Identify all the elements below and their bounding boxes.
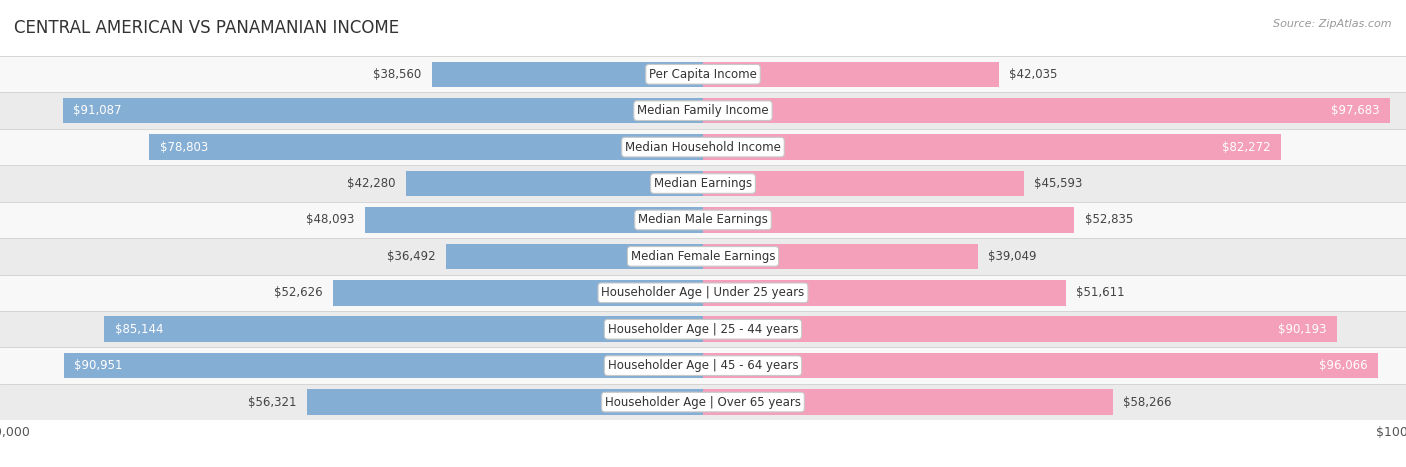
Bar — [0, 165, 1406, 202]
Bar — [0, 202, 1406, 238]
Bar — [104, 317, 703, 342]
Text: $42,280: $42,280 — [347, 177, 395, 190]
Bar — [0, 129, 1406, 165]
Text: $58,266: $58,266 — [1123, 396, 1171, 409]
Bar — [0, 238, 1406, 275]
Text: $39,049: $39,049 — [988, 250, 1036, 263]
Text: $42,035: $42,035 — [1010, 68, 1057, 81]
Text: Householder Age | 45 - 64 years: Householder Age | 45 - 64 years — [607, 359, 799, 372]
Bar — [0, 347, 1406, 384]
Text: $38,560: $38,560 — [373, 68, 422, 81]
Bar — [432, 62, 703, 87]
Text: $36,492: $36,492 — [387, 250, 436, 263]
Bar — [307, 389, 703, 415]
Bar — [703, 317, 1337, 342]
Text: $56,321: $56,321 — [247, 396, 297, 409]
Text: Median Household Income: Median Household Income — [626, 141, 780, 154]
Text: $90,951: $90,951 — [75, 359, 122, 372]
Bar — [366, 207, 703, 233]
Bar — [0, 275, 1406, 311]
Bar — [0, 311, 1406, 347]
Text: $51,611: $51,611 — [1077, 286, 1125, 299]
Bar — [0, 384, 1406, 420]
Bar — [333, 280, 703, 305]
Bar — [63, 98, 703, 123]
Text: Householder Age | Under 25 years: Householder Age | Under 25 years — [602, 286, 804, 299]
Text: Median Female Earnings: Median Female Earnings — [631, 250, 775, 263]
Bar — [63, 353, 703, 378]
Text: $45,593: $45,593 — [1033, 177, 1083, 190]
Text: $78,803: $78,803 — [159, 141, 208, 154]
Bar — [447, 244, 703, 269]
Text: $52,835: $52,835 — [1085, 213, 1133, 226]
Bar — [149, 134, 703, 160]
Text: $52,626: $52,626 — [274, 286, 322, 299]
Bar — [703, 134, 1281, 160]
Text: $91,087: $91,087 — [73, 104, 122, 117]
Text: $85,144: $85,144 — [115, 323, 163, 336]
Text: Per Capita Income: Per Capita Income — [650, 68, 756, 81]
Bar — [703, 389, 1112, 415]
Bar — [703, 171, 1024, 196]
Text: Median Male Earnings: Median Male Earnings — [638, 213, 768, 226]
Bar — [406, 171, 703, 196]
Text: Median Family Income: Median Family Income — [637, 104, 769, 117]
Text: $97,683: $97,683 — [1330, 104, 1379, 117]
Bar — [0, 92, 1406, 129]
Bar — [703, 353, 1378, 378]
Text: $90,193: $90,193 — [1278, 323, 1326, 336]
Text: $82,272: $82,272 — [1222, 141, 1271, 154]
Bar — [703, 280, 1066, 305]
Text: CENTRAL AMERICAN VS PANAMANIAN INCOME: CENTRAL AMERICAN VS PANAMANIAN INCOME — [14, 19, 399, 37]
Text: $48,093: $48,093 — [307, 213, 354, 226]
Bar — [0, 56, 1406, 92]
Text: Median Earnings: Median Earnings — [654, 177, 752, 190]
Text: $96,066: $96,066 — [1319, 359, 1368, 372]
Text: Householder Age | Over 65 years: Householder Age | Over 65 years — [605, 396, 801, 409]
Text: Householder Age | 25 - 44 years: Householder Age | 25 - 44 years — [607, 323, 799, 336]
Bar — [703, 98, 1389, 123]
Bar — [703, 207, 1074, 233]
Bar — [703, 244, 977, 269]
Text: Source: ZipAtlas.com: Source: ZipAtlas.com — [1274, 19, 1392, 28]
Bar — [703, 62, 998, 87]
